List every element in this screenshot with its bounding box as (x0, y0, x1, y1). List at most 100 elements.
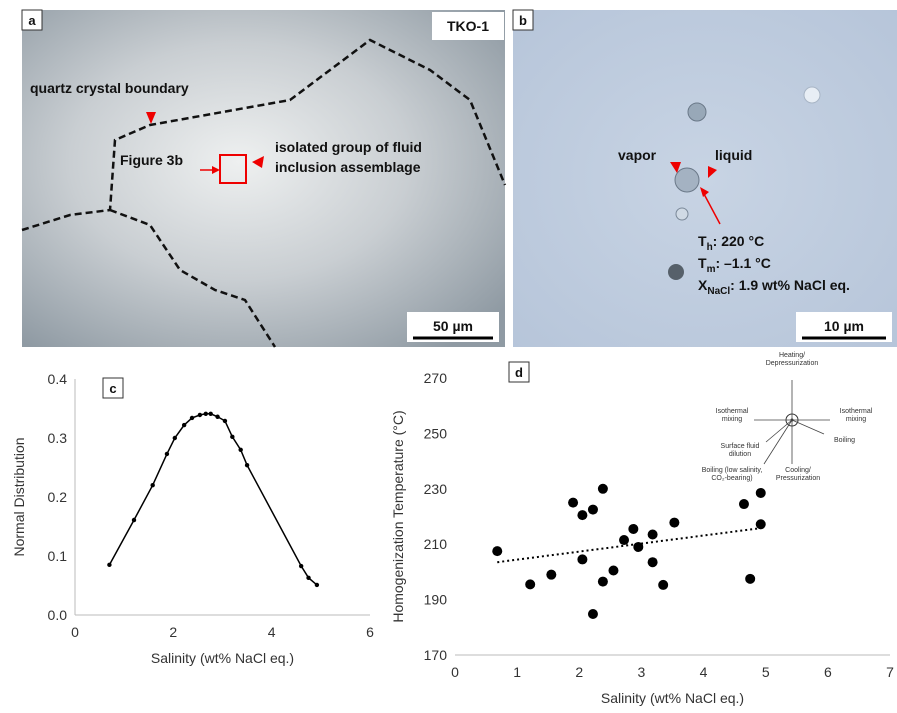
measurement: XNaCl: 1.9 wt% NaCl eq. (698, 277, 850, 297)
diagram-label: Isothermal (716, 408, 749, 415)
y-tick-label: 210 (424, 536, 448, 552)
diagram-label: Boiling (low salinity, (702, 467, 763, 474)
point (745, 573, 756, 584)
panel-label: a (28, 13, 36, 28)
diagram-label: CO₂-bearing) (711, 475, 752, 482)
x-tick-label: 6 (824, 664, 832, 680)
point (298, 563, 304, 569)
label-box (512, 9, 534, 31)
point (164, 451, 170, 457)
diagram-label: Isothermal (840, 408, 873, 415)
x-axis-title: Salinity (wt% NaCl eq.) (601, 690, 744, 706)
label-box (21, 9, 43, 31)
y-tick-label: 0.0 (48, 607, 68, 623)
x-tick-label: 7 (886, 664, 894, 680)
measurement: Th: 220 °C (698, 233, 764, 253)
point (172, 435, 178, 441)
point (577, 510, 588, 521)
diagram-arrow (765, 419, 793, 443)
y-tick-label: 170 (424, 647, 448, 663)
diagram-label: mixing (846, 416, 866, 423)
point (587, 504, 598, 515)
sample-id: TKO-1 (447, 18, 489, 34)
point (197, 412, 203, 418)
diagram-label: Heating/ (779, 352, 805, 359)
y-tick-label: 270 (424, 370, 448, 386)
panel-label: c (109, 381, 116, 396)
x-tick-label: 2 (169, 624, 177, 640)
point (525, 579, 536, 590)
point (597, 576, 608, 587)
point (215, 414, 220, 419)
point (608, 565, 619, 576)
point (131, 517, 137, 523)
y-tick-label: 250 (424, 425, 448, 441)
inclusion (803, 86, 821, 104)
arrow (703, 193, 721, 225)
annotation: isolated group of fluid (275, 139, 422, 155)
y-axis-title: Homogenization Temperature (°C) (390, 410, 406, 622)
inclusion (687, 102, 707, 122)
arrow (708, 166, 717, 178)
point (492, 546, 503, 557)
diagram-label: Surface fluid (721, 443, 760, 450)
point (208, 411, 213, 417)
point (738, 499, 749, 510)
point (230, 434, 235, 440)
scale-text: 50 µm (433, 318, 473, 334)
boundary (109, 208, 277, 348)
measurement: Tm: –1.1 °C (698, 255, 771, 275)
annotation: inclusion assemblage (275, 159, 421, 175)
point (628, 523, 639, 534)
point (107, 562, 112, 568)
line (108, 413, 318, 586)
inset-box (219, 154, 247, 184)
point (619, 535, 630, 546)
micrograph (22, 10, 505, 347)
diagram-arrow (791, 419, 825, 435)
y-tick-label: 0.2 (48, 489, 68, 505)
point (314, 582, 320, 588)
point (755, 487, 766, 498)
diagram-label: mixing (722, 416, 742, 423)
point (633, 541, 644, 552)
trendline (497, 527, 761, 564)
panel-label: d (515, 365, 523, 380)
arrow (212, 166, 220, 174)
diagram-label: Boiling (834, 437, 855, 444)
x-tick-label: 5 (762, 664, 770, 680)
x-tick-label: 6 (366, 624, 374, 640)
diagram-arrow (763, 419, 793, 465)
x-tick-label: 4 (700, 664, 708, 680)
x-tick-label: 2 (575, 664, 583, 680)
x-tick-label: 0 (451, 664, 459, 680)
x-tick-label: 3 (638, 664, 646, 680)
annotation: Figure 3b (120, 152, 183, 168)
x-tick-label: 4 (268, 624, 276, 640)
diagram-label: dilution (729, 451, 751, 458)
boundary (21, 38, 507, 232)
arrow (252, 156, 264, 168)
point (647, 557, 658, 568)
point (568, 497, 579, 508)
x-tick-label: 1 (513, 664, 521, 680)
point (181, 422, 187, 428)
y-tick-label: 0.4 (48, 371, 68, 387)
point (203, 411, 208, 417)
annotation: liquid (715, 147, 752, 163)
point (189, 415, 195, 421)
annotation: quartz crystal boundary (30, 80, 189, 96)
y-tick-label: 0.3 (48, 430, 68, 446)
y-axis-title: Normal Distribution (11, 437, 27, 556)
panel-b: b vapor liquid Th: 220 °C Tm: –1.1 °C XN… (512, 9, 897, 347)
panel-label: b (519, 13, 527, 28)
x-axis-title: Salinity (wt% NaCl eq.) (151, 650, 294, 666)
point (577, 554, 588, 565)
point (150, 483, 155, 488)
point (669, 517, 680, 528)
point (546, 569, 557, 580)
inclusion (674, 167, 700, 193)
scale-text: 10 µm (824, 318, 864, 334)
panel-a: a TKO-1 quartz crystal boundary Figure 3… (21, 9, 507, 348)
y-tick-label: 0.1 (48, 548, 68, 564)
